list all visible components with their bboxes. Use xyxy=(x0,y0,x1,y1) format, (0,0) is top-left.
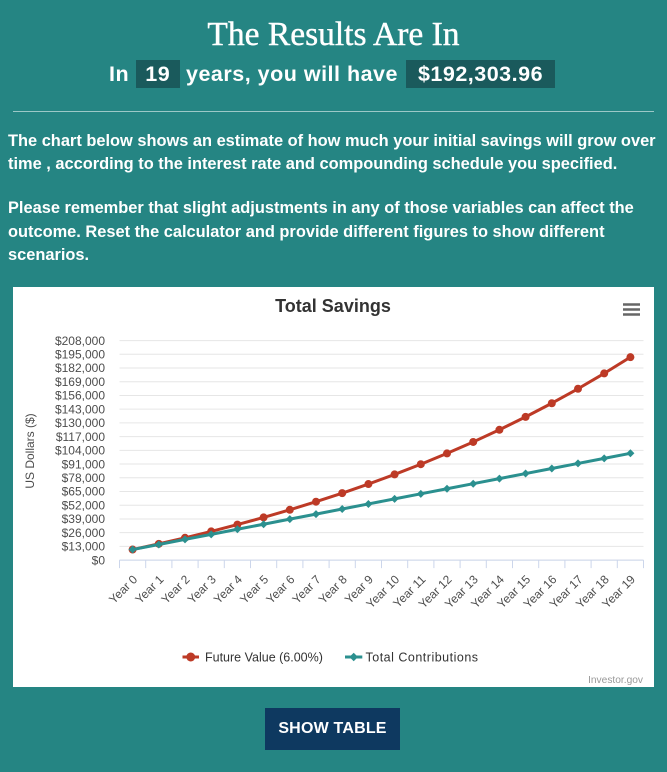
svg-text:$156,000: $156,000 xyxy=(55,389,105,403)
svg-text:Future Value (6.00%): Future Value (6.00%) xyxy=(205,650,323,664)
svg-text:$143,000: $143,000 xyxy=(55,402,105,416)
svg-text:$78,000: $78,000 xyxy=(62,471,106,485)
svg-text:$117,000: $117,000 xyxy=(56,430,105,444)
svg-text:$0: $0 xyxy=(92,553,106,567)
svg-text:$208,000: $208,000 xyxy=(55,334,105,348)
svg-text:Investor.gov: Investor.gov xyxy=(588,675,644,686)
svg-text:Year 2: Year 2 xyxy=(158,572,192,606)
svg-text:Year 4: Year 4 xyxy=(211,572,245,606)
svg-text:Total Contributions: Total Contributions xyxy=(366,650,479,664)
svg-text:Year 1: Year 1 xyxy=(132,572,166,606)
svg-text:$65,000: $65,000 xyxy=(62,485,106,499)
svg-text:$169,000: $169,000 xyxy=(55,375,105,389)
svg-text:$39,000: $39,000 xyxy=(62,512,106,526)
svg-text:$195,000: $195,000 xyxy=(55,348,105,362)
svg-text:Year 3: Year 3 xyxy=(185,572,219,606)
svg-text:$91,000: $91,000 xyxy=(62,457,106,471)
svg-text:Year 6: Year 6 xyxy=(263,572,297,606)
svg-text:$104,000: $104,000 xyxy=(55,444,105,458)
svg-text:Year 8: Year 8 xyxy=(316,572,350,606)
svg-text:US Dollars ($): US Dollars ($) xyxy=(23,413,37,488)
svg-text:Year 7: Year 7 xyxy=(289,572,323,606)
svg-text:Total Savings: Total Savings xyxy=(275,296,391,316)
svg-text:Year 0: Year 0 xyxy=(106,572,140,606)
svg-text:Year 5: Year 5 xyxy=(237,572,271,606)
svg-text:$13,000: $13,000 xyxy=(62,540,106,554)
svg-text:$130,000: $130,000 xyxy=(55,416,105,430)
svg-text:$182,000: $182,000 xyxy=(55,361,105,375)
svg-text:$52,000: $52,000 xyxy=(62,498,106,512)
svg-text:$26,000: $26,000 xyxy=(62,526,106,540)
